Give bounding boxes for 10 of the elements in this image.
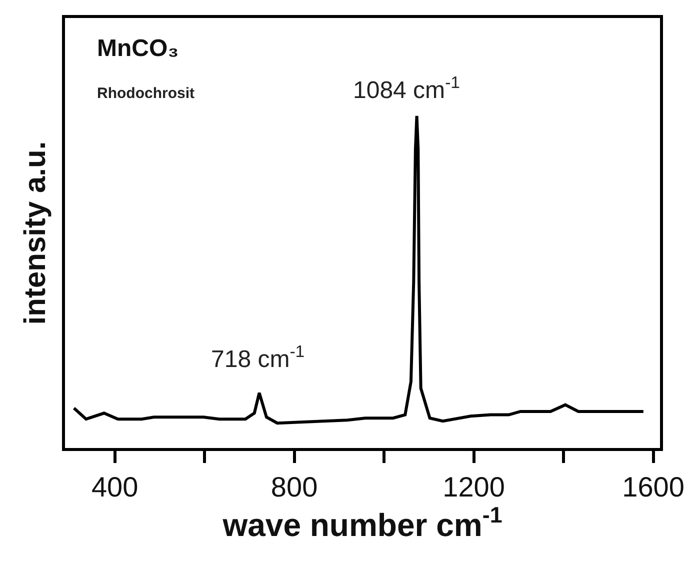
- annotation: 718 cm$^{-1}$: [211, 342, 305, 374]
- x-axis-title: wave number cm$^{-1}$: [222, 502, 502, 544]
- x-tick-label: 1600: [622, 472, 684, 503]
- chart-title: MnCO₃: [97, 35, 179, 62]
- x-tick-label: 800: [270, 472, 318, 503]
- y-axis-title: intensity a.u.: [19, 141, 52, 325]
- annotation: 1084 cm$^{-1}$: [353, 73, 460, 104]
- x-tick-label: 1200: [442, 472, 505, 503]
- x-tick-label: 400: [91, 472, 138, 503]
- chart-subtitle: Rhodochrosit: [97, 85, 194, 102]
